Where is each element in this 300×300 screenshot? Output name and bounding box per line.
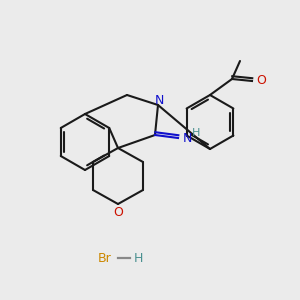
Text: Br: Br xyxy=(98,251,112,265)
Text: N: N xyxy=(183,133,192,146)
Text: N: N xyxy=(154,94,164,106)
Text: H: H xyxy=(133,251,143,265)
Text: O: O xyxy=(113,206,123,218)
Text: H: H xyxy=(192,128,200,138)
Text: O: O xyxy=(256,74,266,86)
